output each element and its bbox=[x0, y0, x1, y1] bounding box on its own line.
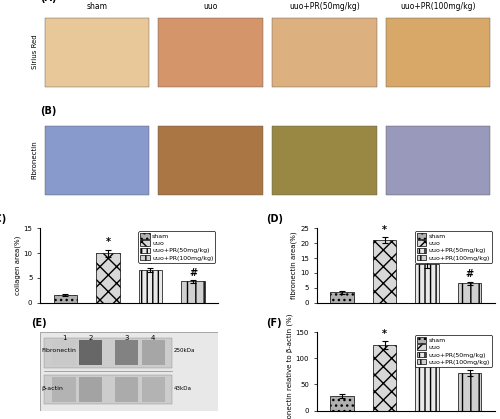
Text: #: # bbox=[423, 248, 431, 258]
Bar bbox=[182, 282, 204, 303]
Text: 1: 1 bbox=[62, 335, 66, 341]
Text: #: # bbox=[466, 358, 473, 368]
Text: 43kDa: 43kDa bbox=[174, 386, 192, 391]
Text: #: # bbox=[466, 269, 473, 279]
Bar bbox=[142, 377, 165, 402]
Bar bbox=[272, 18, 376, 87]
Text: uuo: uuo bbox=[204, 2, 218, 11]
Y-axis label: fibronectin relative to β-actin (%): fibronectin relative to β-actin (%) bbox=[286, 313, 292, 419]
Text: uuo+PR(50mg/kg): uuo+PR(50mg/kg) bbox=[289, 2, 360, 11]
Bar bbox=[44, 126, 149, 195]
Bar bbox=[458, 373, 481, 411]
Bar bbox=[115, 340, 138, 365]
Text: (B): (B) bbox=[40, 106, 56, 116]
Text: 2: 2 bbox=[88, 335, 93, 341]
Text: 250kDa: 250kDa bbox=[174, 348, 196, 353]
Y-axis label: fibronectin area(%): fibronectin area(%) bbox=[290, 232, 297, 299]
Text: 3: 3 bbox=[124, 335, 129, 341]
Bar bbox=[158, 18, 263, 87]
Text: *: * bbox=[382, 329, 387, 339]
Bar bbox=[272, 126, 376, 195]
Bar bbox=[115, 377, 138, 402]
Text: (C): (C) bbox=[0, 215, 6, 225]
Bar bbox=[386, 18, 490, 87]
Bar bbox=[416, 361, 438, 411]
Bar bbox=[96, 253, 120, 303]
Text: sham: sham bbox=[86, 2, 108, 11]
Legend: sham, uuo, uuo+PR(50mg/kg), uuo+PR(100mg/kg): sham, uuo, uuo+PR(50mg/kg), uuo+PR(100mg… bbox=[138, 231, 216, 263]
Text: #: # bbox=[423, 346, 431, 356]
Bar bbox=[54, 295, 77, 303]
Text: (F): (F) bbox=[266, 318, 282, 328]
Bar bbox=[44, 338, 172, 367]
Bar bbox=[44, 18, 149, 87]
Text: Fibronectin: Fibronectin bbox=[32, 140, 38, 179]
Text: #: # bbox=[146, 256, 154, 266]
Text: Sirius Red: Sirius Red bbox=[32, 34, 38, 69]
Bar bbox=[373, 345, 396, 411]
Bar bbox=[139, 271, 162, 303]
Text: 4: 4 bbox=[151, 335, 156, 341]
Text: *: * bbox=[106, 237, 110, 247]
Bar bbox=[80, 377, 102, 402]
Bar bbox=[80, 340, 102, 365]
Bar bbox=[142, 340, 165, 365]
Text: Fibronectin: Fibronectin bbox=[42, 348, 76, 353]
Bar bbox=[52, 377, 76, 402]
Text: uuo+PR(100mg/kg): uuo+PR(100mg/kg) bbox=[400, 2, 476, 11]
Bar bbox=[330, 292, 353, 303]
Bar bbox=[386, 126, 490, 195]
Legend: sham, uuo, uuo+PR(50mg/kg), uuo+PR(100mg/kg): sham, uuo, uuo+PR(50mg/kg), uuo+PR(100mg… bbox=[415, 335, 492, 367]
Text: (D): (D) bbox=[266, 215, 283, 225]
Y-axis label: collagen area(%): collagen area(%) bbox=[14, 236, 20, 295]
Bar bbox=[330, 396, 353, 411]
Bar bbox=[44, 375, 172, 404]
Bar bbox=[458, 283, 481, 303]
Bar bbox=[158, 126, 263, 195]
Bar bbox=[52, 340, 76, 365]
Text: (A): (A) bbox=[40, 0, 56, 3]
Text: β-actin: β-actin bbox=[42, 386, 64, 391]
Legend: sham, uuo, uuo+PR(50mg/kg), uuo+PR(100mg/kg): sham, uuo, uuo+PR(50mg/kg), uuo+PR(100mg… bbox=[415, 231, 492, 263]
Bar bbox=[416, 264, 438, 303]
Text: (E): (E) bbox=[31, 318, 46, 328]
Text: *: * bbox=[382, 225, 387, 235]
Bar bbox=[373, 240, 396, 303]
Text: #: # bbox=[189, 268, 197, 278]
